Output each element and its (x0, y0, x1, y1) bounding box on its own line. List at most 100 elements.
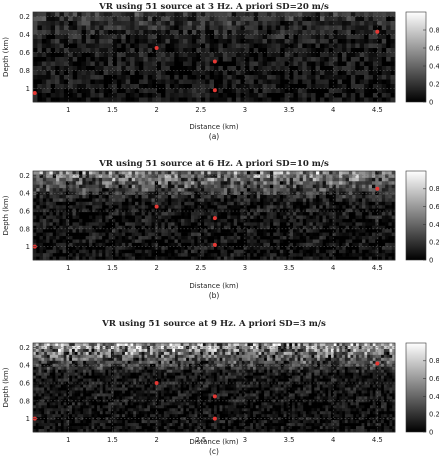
heatmap-cell (292, 229, 297, 233)
heatmap-cell (108, 70, 113, 76)
heatmap-cell (385, 215, 389, 220)
heatmap-cell (39, 201, 44, 206)
heatmap-cell (52, 184, 57, 189)
heatmap-cell (158, 194, 162, 199)
heatmap-cell (158, 212, 162, 216)
heatmap-cell (59, 201, 63, 206)
heatmap-cell (144, 194, 149, 199)
heatmap-cell (273, 232, 277, 237)
heatmap-cell (33, 348, 37, 353)
heatmap-cell (325, 249, 330, 254)
heatmap-cell (283, 239, 287, 244)
heatmap-cell (42, 246, 47, 251)
heatmap-cell (233, 171, 238, 175)
heatmap-cell (333, 79, 338, 85)
heatmap-cell (289, 79, 294, 85)
heatmap-cell (223, 229, 228, 233)
heatmap-cell (141, 236, 146, 240)
heatmap-cell (258, 345, 262, 350)
heatmap-cell (271, 39, 277, 44)
heatmap-cell (263, 236, 267, 240)
heatmap-cell (319, 21, 325, 26)
heatmap-cell (339, 253, 343, 257)
heatmap-cell (79, 256, 83, 261)
heatmap-cell (108, 239, 113, 244)
heatmap-cell (184, 201, 189, 206)
heatmap-cell (169, 52, 175, 58)
heatmap-cell (147, 30, 153, 35)
heatmap-cell (371, 246, 376, 251)
heatmap-cell (329, 188, 333, 192)
heatmap-cell (319, 222, 323, 227)
heatmap-cell (214, 343, 218, 347)
heatmap-cell (77, 84, 82, 89)
heatmap-cell (350, 25, 356, 31)
heatmap-cell (108, 215, 113, 220)
heatmap-cell (240, 174, 244, 179)
heatmap-cell (306, 232, 310, 237)
heatmap-cell (147, 52, 153, 58)
heatmap-cell (90, 48, 96, 53)
heatmap-cell (187, 215, 192, 220)
heatmap-cell (141, 181, 146, 186)
heatmap-cell (391, 229, 396, 233)
heatmap-cell (116, 70, 122, 76)
heatmap-cell (42, 218, 47, 223)
heatmap-cell (333, 25, 338, 31)
heatmap-cell (191, 43, 197, 49)
heatmap-cell (249, 84, 255, 89)
heatmap-cell (342, 236, 346, 240)
heatmap-cell (355, 66, 361, 71)
heatmap-cell (148, 198, 152, 203)
heatmap-cell (141, 171, 146, 175)
heatmap-cell (227, 70, 232, 76)
heatmap-cell (368, 236, 373, 240)
heatmap-cell (130, 12, 135, 17)
heatmap-cell (134, 25, 140, 31)
heatmap-cell (364, 48, 369, 53)
heatmap-cell (335, 222, 340, 227)
heatmap-cell (92, 218, 96, 223)
heatmap-cell (99, 97, 104, 103)
heatmap-cell (164, 256, 169, 261)
heatmap-cell (260, 194, 264, 199)
heatmap-cell (263, 171, 267, 175)
heatmap-cell (386, 345, 390, 350)
x-tick-label: 2 (154, 264, 158, 272)
colorbar-gradient (405, 11, 427, 103)
heatmap-cell (116, 52, 122, 58)
heatmap-cell (345, 205, 350, 209)
heatmap-cell (214, 225, 218, 230)
heatmap-cell (388, 174, 393, 179)
heatmap-cell (46, 30, 51, 35)
heatmap-cell (82, 191, 86, 196)
heatmap-cell (280, 57, 285, 62)
heatmap-cell (381, 222, 386, 227)
heatmap-cell (39, 229, 44, 233)
heatmap-cell (260, 171, 264, 175)
heatmap-cell (82, 201, 86, 206)
heatmap-cell (275, 61, 281, 67)
heatmap-cell (121, 171, 126, 175)
heatmap-cell (345, 181, 350, 186)
heatmap-cell (249, 97, 255, 103)
heatmap-cell (92, 191, 96, 196)
heatmap-cell (388, 171, 393, 175)
heatmap-cell (177, 171, 182, 175)
heatmap-cell (236, 12, 241, 17)
heatmap-cell (269, 184, 274, 189)
heatmap-cell (227, 30, 232, 35)
heatmap-cell (46, 70, 51, 76)
heatmap-cell (121, 215, 126, 220)
heatmap-cell (227, 225, 231, 230)
heatmap-cell (90, 21, 96, 26)
heatmap-cell (42, 253, 47, 257)
heatmap-cell (375, 205, 379, 209)
heatmap-cell (269, 194, 274, 199)
heatmap-cell (152, 25, 157, 31)
heatmap-cell (271, 43, 277, 49)
heatmap-cell (292, 205, 297, 209)
heatmap-cell (280, 52, 285, 58)
heatmap-cell (296, 174, 300, 179)
heatmap-cell (297, 66, 303, 71)
